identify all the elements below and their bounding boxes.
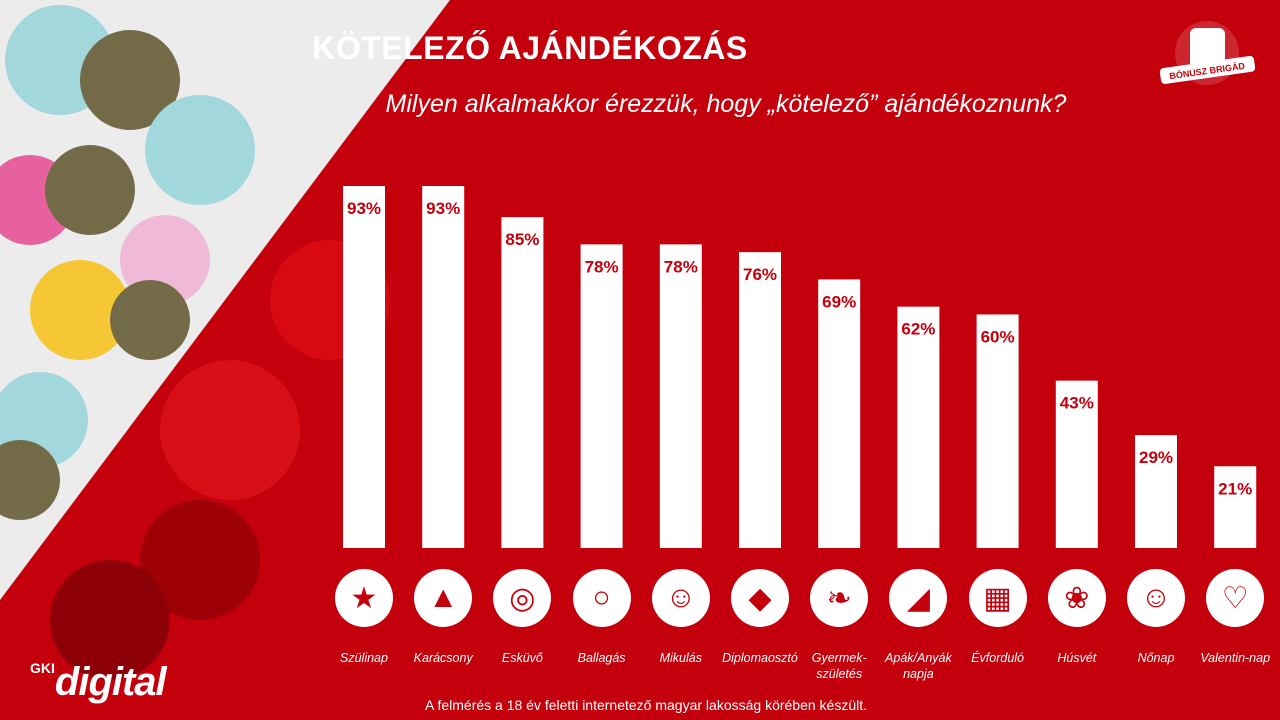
category-label-10: Húsvét [1057, 651, 1097, 665]
data-label-9: 60% [981, 327, 1015, 346]
santa-icon: ☺ [651, 569, 710, 627]
category-label-7: Gyermek-születés [811, 651, 867, 681]
bar-7 [818, 279, 861, 548]
page-title: KÖTELEZŐ AJÁNDÉKOZÁS [312, 30, 748, 66]
graduation-cap-icon: ◆ [731, 569, 789, 627]
bar-4 [580, 244, 623, 549]
heart-icon: ♡ [1206, 569, 1265, 627]
santa-hat-icon: ◢ [889, 569, 948, 627]
gki-digital-logo: GKIdigital [30, 660, 167, 705]
category-label-6: Diplomaosztó [722, 651, 798, 665]
category-label-4: Ballagás [577, 651, 626, 665]
woman-icon: ☺ [1127, 569, 1185, 627]
data-label-12: 21% [1218, 479, 1252, 498]
bar-11 [1135, 435, 1177, 548]
data-label-11: 29% [1139, 448, 1173, 467]
category-label-12: Valentin-nap [1200, 651, 1271, 665]
data-label-10: 43% [1060, 394, 1094, 413]
category-label-8: Apák/Anyák napja [885, 651, 952, 681]
bunny-icon: ❀ [1047, 569, 1106, 627]
data-label-2: 93% [426, 199, 460, 218]
balloons-icon: ○ [572, 569, 631, 627]
bar-10 [1055, 380, 1098, 548]
bar-3 [501, 217, 544, 549]
bar-12 [1214, 466, 1257, 548]
data-label-1: 93% [347, 199, 381, 218]
category-label-5: Mikulás [659, 651, 702, 665]
bar-9 [976, 314, 1019, 548]
cake-icon: ★ [335, 569, 393, 627]
category-label-2: Karácsony [413, 651, 473, 665]
logo-digital-text: digital [54, 660, 167, 704]
stork-icon: ❧ [810, 569, 869, 627]
category-label-11: Nőnap [1137, 651, 1175, 665]
category-label-9: Évforduló [971, 651, 1024, 665]
bar-6 [739, 252, 781, 548]
data-label-7: 69% [822, 292, 856, 311]
data-label-6: 76% [743, 265, 777, 284]
bar-2 [422, 186, 465, 548]
footer-note: A felmérés a 18 év feletti internetező m… [425, 697, 868, 713]
bar-5 [659, 244, 702, 549]
calendar-heart-icon: ▦ [968, 569, 1027, 627]
christmas-tree-icon: ▲ [414, 569, 473, 627]
bonusz-brigad-logo: BÓNUSZ BRIGÁD [1159, 21, 1256, 85]
page-subtitle: Milyen alkalmakkor érezzük, hogy „kötele… [385, 90, 1067, 118]
rings-icon: ◎ [493, 569, 552, 627]
logo-gk-text: GKI [30, 660, 55, 676]
bar-8 [897, 306, 940, 548]
data-label-4: 78% [585, 257, 619, 276]
data-label-3: 85% [505, 230, 539, 249]
category-label-1: Szülinap [340, 651, 388, 665]
data-label-8: 62% [901, 320, 935, 339]
category-label-3: Esküvő [501, 651, 543, 665]
data-label-5: 78% [664, 257, 698, 276]
bar-1 [343, 186, 385, 548]
